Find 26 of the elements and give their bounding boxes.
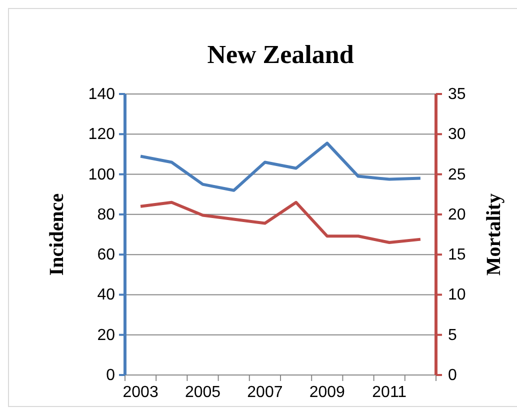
y-tick-label: 80: [97, 206, 116, 224]
y2-tick-label: 25: [448, 166, 466, 184]
chart-title: New Zealand: [207, 40, 354, 69]
y-tick-label: 0: [106, 367, 116, 384]
x-tick-label: 2005: [184, 384, 221, 401]
y2-tick-label: 20: [448, 206, 466, 224]
y-tick-label: 140: [88, 86, 116, 103]
line-series: [139, 200, 422, 244]
x-tick-label: 2007: [247, 384, 283, 401]
y-axis-title: Incidence: [46, 193, 68, 276]
y-tick-label: 40: [97, 286, 116, 304]
y2-tick-label: 35: [448, 86, 466, 103]
x-tick-label: 2011: [372, 384, 407, 401]
y-tick-label: 120: [88, 126, 116, 144]
line-series: [139, 142, 422, 192]
y2-axis-title: Mortality: [483, 193, 505, 276]
y-tick-label: 100: [88, 166, 116, 184]
x-tick-label: 2003: [122, 384, 158, 401]
y2-tick-label: 30: [448, 126, 466, 144]
y2-tick-label: 15: [448, 246, 466, 264]
x-tick-label: 2009: [309, 384, 346, 401]
y2-tick-label: 10: [448, 286, 466, 304]
y-tick-label: 20: [97, 326, 116, 344]
y-tick-label: 60: [97, 246, 116, 264]
y2-tick-label: 0: [448, 367, 457, 384]
y2-tick-label: 5: [448, 326, 457, 344]
